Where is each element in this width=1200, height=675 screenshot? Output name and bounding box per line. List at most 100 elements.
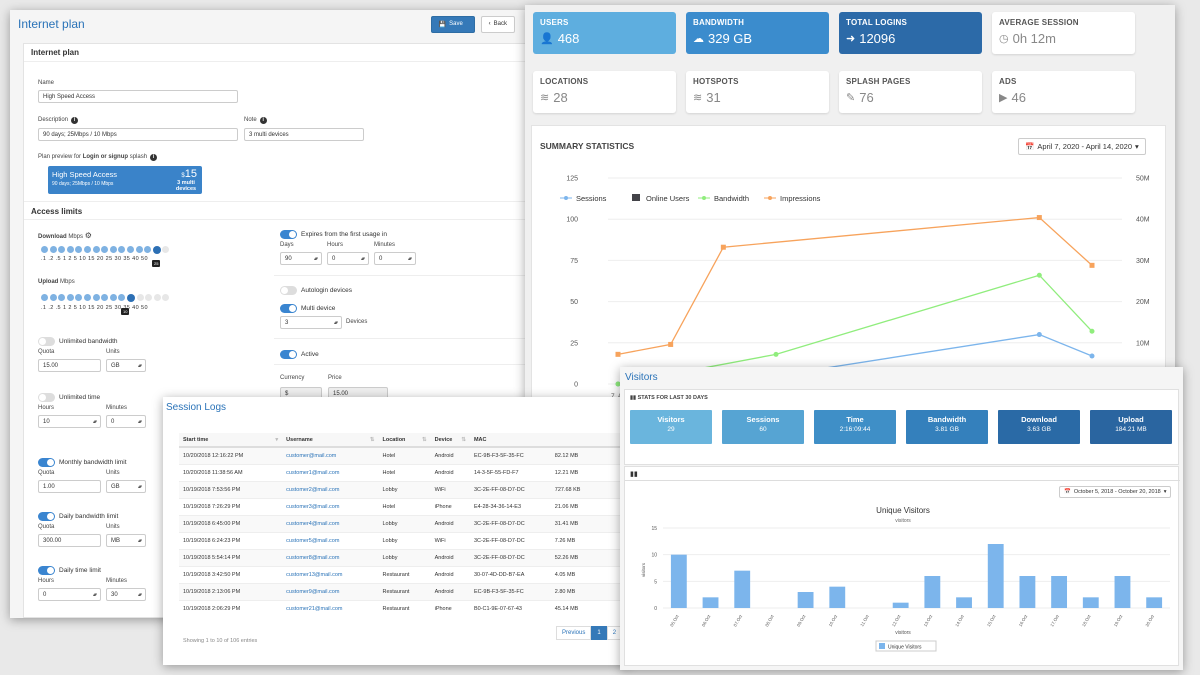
- username-link[interactable]: customer8@mail.com: [282, 548, 379, 566]
- unlimited-bandwidth-toggle[interactable]: [38, 337, 55, 346]
- stat-tile-bandwidth[interactable]: BANDWIDTH ☁ 329 GB: [686, 12, 829, 54]
- bar[interactable]: [1051, 576, 1068, 608]
- username-link[interactable]: customer9@mail.com: [282, 582, 379, 600]
- description-input[interactable]: 90 days; 25Mbps / 10 Mbps: [38, 128, 238, 141]
- username-link[interactable]: customer1@mail.com: [282, 463, 379, 481]
- bar[interactable]: [1019, 576, 1036, 608]
- stat-tile-average-session[interactable]: AVERAGE SESSION ◷ 0h 12m: [992, 12, 1135, 54]
- autologin-toggle[interactable]: [280, 286, 297, 295]
- table-row[interactable]: 10/20/2018 12:16:22 PM customer@mail.com H…: [179, 446, 628, 464]
- multi-device-toggle[interactable]: [280, 304, 297, 313]
- bar[interactable]: [797, 592, 814, 608]
- download-slider[interactable]: [41, 245, 170, 254]
- previous-button[interactable]: Previous: [556, 626, 592, 640]
- daily-quota-input[interactable]: 300.00: [38, 534, 101, 547]
- username-link[interactable]: customer2@mail.com: [282, 480, 379, 498]
- minutes-stepper[interactable]: 0: [106, 415, 146, 428]
- column-header[interactable]: Start time ▾: [179, 433, 283, 448]
- data-point[interactable]: [615, 381, 621, 387]
- table-row[interactable]: 10/19/2018 2:13:06 PM customer9@mail.com R…: [179, 582, 628, 600]
- monthly-quota-input[interactable]: 1.00: [38, 480, 101, 493]
- data-point[interactable]: [1036, 215, 1042, 221]
- units-select[interactable]: GB: [106, 359, 146, 372]
- expires-minutes-stepper[interactable]: 0: [374, 252, 416, 265]
- bar[interactable]: [734, 570, 751, 608]
- bar[interactable]: [1114, 576, 1131, 608]
- stat-tile-hotspots[interactable]: HOTSPOTS ≋ 31: [686, 71, 829, 113]
- active-toggle[interactable]: [280, 350, 297, 359]
- quota-input[interactable]: 15.00: [38, 359, 101, 372]
- data-point[interactable]: [615, 351, 621, 357]
- legend-item[interactable]: Bandwidth: [698, 194, 749, 203]
- daily-time-toggle[interactable]: [38, 566, 55, 575]
- username-link[interactable]: customer13@mail.com: [282, 565, 379, 583]
- column-header[interactable]: MAC: [469, 433, 551, 448]
- visitors-date-range-picker[interactable]: 📅 October 5, 2018 - October 20, 2018 ▾: [1059, 486, 1172, 498]
- unlimited-time-toggle[interactable]: [38, 393, 55, 402]
- monthly-limit-toggle[interactable]: [38, 458, 55, 467]
- bar[interactable]: [670, 554, 687, 608]
- username-link[interactable]: customer5@mail.com: [282, 531, 379, 549]
- monthly-units-select[interactable]: GB: [106, 480, 146, 493]
- stat-tile-users[interactable]: USERS 👤 468: [533, 12, 676, 54]
- save-button[interactable]: 💾 Save: [430, 15, 475, 33]
- bar[interactable]: [987, 544, 1004, 608]
- sort-icon[interactable]: ▾: [275, 436, 279, 443]
- bar[interactable]: [892, 602, 909, 608]
- expires-toggle[interactable]: [280, 230, 297, 239]
- stat-tile-total-logins[interactable]: TOTAL LOGINS ➜ 12096: [839, 12, 982, 54]
- page-1-button[interactable]: 1: [591, 626, 607, 640]
- stat-tile-splash-pages[interactable]: SPLASH PAGES ✎ 76: [839, 71, 982, 113]
- data-point[interactable]: [1089, 353, 1095, 359]
- column-header[interactable]: Device ⇅: [430, 433, 470, 448]
- sort-icon[interactable]: ⇅: [369, 436, 375, 443]
- data-point[interactable]: [1036, 332, 1042, 338]
- table-row[interactable]: 10/20/2018 11:38:56 AM customer1@mail.com…: [179, 463, 628, 481]
- bar[interactable]: [924, 576, 941, 608]
- plan-preview-card[interactable]: High Speed Access 90 days; 25Mbps / 10 M…: [48, 166, 202, 194]
- daily-hours-stepper[interactable]: 0: [38, 588, 101, 601]
- stat-tile-locations[interactable]: LOCATIONS ≋ 28: [533, 71, 676, 113]
- devices-stepper[interactable]: 3: [280, 316, 342, 329]
- expires-days-stepper[interactable]: 90: [280, 252, 322, 265]
- daily-minutes-stepper[interactable]: 30: [106, 588, 146, 601]
- sort-icon[interactable]: ⇅: [461, 436, 466, 443]
- data-point[interactable]: [1089, 262, 1095, 268]
- date-range-picker[interactable]: 📅 April 7, 2020 - April 14, 2020 ▾: [1018, 138, 1146, 155]
- expires-hours-stepper[interactable]: 0: [327, 252, 369, 265]
- table-row[interactable]: 10/19/2018 6:45:00 PM customer4@mail.com L…: [179, 514, 628, 532]
- data-point[interactable]: [1036, 272, 1042, 278]
- upload-slider[interactable]: [41, 293, 170, 302]
- data-point[interactable]: [773, 351, 779, 357]
- legend-item[interactable]: Online Users: [632, 194, 690, 203]
- stat-tile-ads[interactable]: ADS ▶ 46: [992, 71, 1135, 113]
- table-row[interactable]: 10/19/2018 7:26:29 PM customer3@mail.com H…: [179, 497, 628, 515]
- sort-icon[interactable]: ⇅: [421, 436, 427, 443]
- data-point[interactable]: [1089, 328, 1095, 334]
- gear-icon[interactable]: ⚙: [84, 231, 92, 240]
- username-link[interactable]: customer3@mail.com: [282, 497, 379, 515]
- daily-bandwidth-toggle[interactable]: [38, 512, 55, 521]
- bar[interactable]: [1082, 597, 1099, 608]
- table-row[interactable]: 10/19/2018 2:06:29 PM customer21@mail.com…: [179, 599, 628, 617]
- username-link[interactable]: customer@mail.com: [282, 446, 379, 464]
- data-point[interactable]: [720, 244, 726, 250]
- legend-item[interactable]: Unique Visitors: [875, 640, 937, 652]
- table-row[interactable]: 10/19/2018 7:53:56 PM customer2@mail.com L…: [179, 480, 628, 498]
- table-row[interactable]: 10/19/2018 6:24:23 PM customer5@mail.com L…: [179, 531, 628, 549]
- column-header[interactable]: Location ⇅: [378, 433, 431, 448]
- name-input[interactable]: High Speed Access: [38, 90, 238, 103]
- hours-stepper[interactable]: 10: [38, 415, 101, 428]
- daily-units-select[interactable]: MB: [106, 534, 146, 547]
- column-header[interactable]: Username ⇅: [282, 433, 379, 448]
- bar[interactable]: [956, 597, 972, 608]
- table-row[interactable]: 10/19/2018 5:54:14 PM customer8@mail.com L…: [179, 548, 628, 566]
- data-point[interactable]: [668, 341, 674, 347]
- username-link[interactable]: customer21@mail.com: [282, 599, 379, 617]
- back-button[interactable]: ‹ Back: [480, 15, 515, 33]
- bar[interactable]: [1146, 597, 1163, 608]
- column-header[interactable]: [550, 433, 620, 448]
- bar[interactable]: [829, 586, 846, 608]
- legend-item[interactable]: Sessions: [560, 194, 607, 203]
- bar[interactable]: [702, 597, 719, 608]
